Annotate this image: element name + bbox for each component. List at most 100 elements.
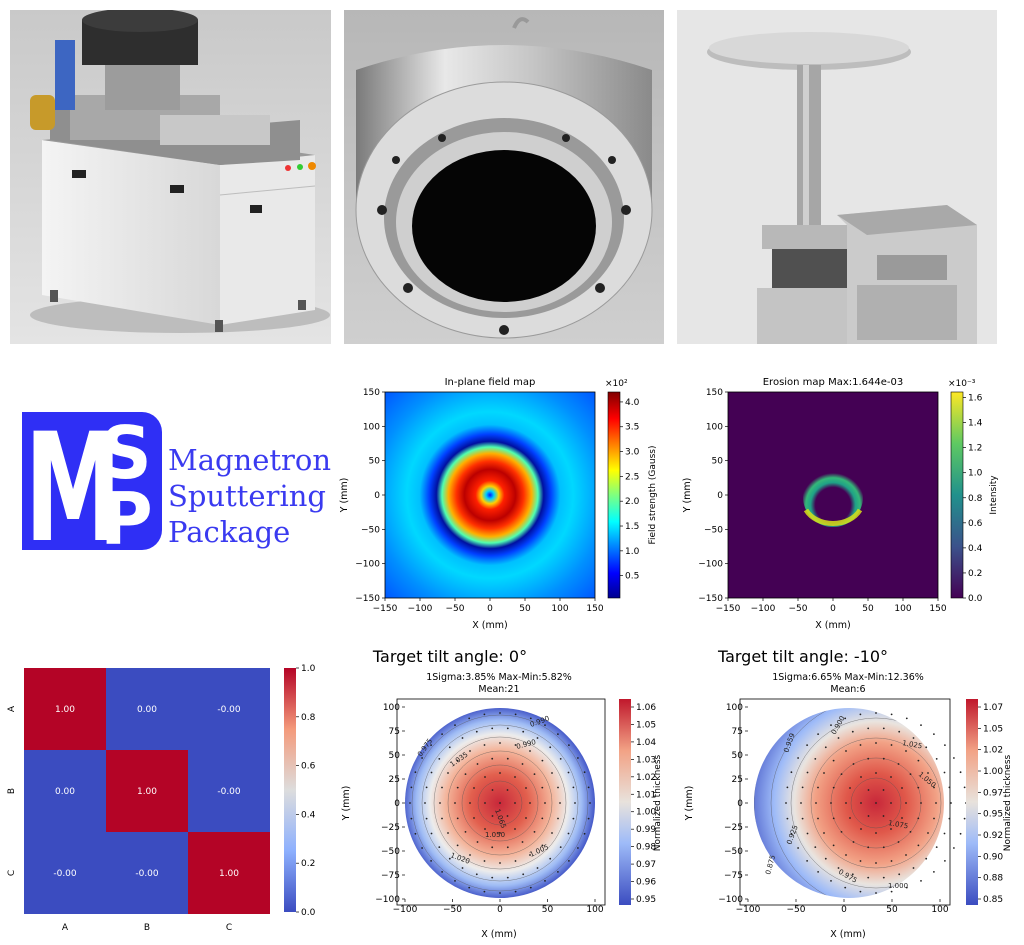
x-tick-label: −100 (408, 604, 433, 614)
sample-point (541, 817, 544, 820)
logo-letter-p: P (100, 477, 153, 550)
colorbar-tick-label: 1.0 (625, 547, 640, 557)
colorbar-tick-label: 0.4 (968, 544, 983, 554)
sample-point (806, 771, 809, 774)
sample-point (557, 733, 559, 735)
sample-point (438, 758, 441, 760)
sample-point (912, 737, 915, 739)
colorbar-tick-label: 2.5 (625, 472, 639, 482)
sample-point (522, 873, 525, 876)
x-tick-label: 50 (542, 905, 554, 915)
sample-point (860, 828, 862, 830)
sample-point (917, 844, 920, 847)
sample-point (557, 817, 559, 820)
sample-point (817, 817, 819, 820)
sample-point (589, 802, 591, 804)
sample-point (491, 727, 494, 730)
logo-line-3: Package (168, 515, 291, 549)
sample-point (933, 733, 935, 735)
sample-point (801, 817, 804, 820)
x-tick-label: −150 (716, 604, 741, 614)
sample-point (837, 867, 840, 869)
logo-line-1: Magnetron (168, 443, 332, 477)
sample-point (484, 776, 486, 778)
matrix-cell (24, 832, 106, 914)
sample-point (476, 763, 479, 765)
sample-point (447, 772, 449, 774)
y-tick-label: 150 (706, 388, 723, 398)
sample-point (491, 846, 494, 849)
sample-point (849, 817, 851, 819)
colorbar-tick-label: 0.95 (636, 895, 656, 905)
y-tick-label: 75 (389, 727, 400, 737)
sample-point (920, 724, 922, 726)
colorbar-tick-label: 0.5 (625, 572, 639, 582)
sample-point (832, 759, 835, 762)
sample-point (559, 758, 562, 760)
field-map-chart: In-plane field map −150 −100 −50 0 50 100 150 1… (335, 370, 665, 635)
colorbar-tick-label: 1.03 (636, 755, 656, 765)
x-tick-label: 150 (586, 604, 603, 614)
sample-point (920, 880, 922, 882)
sample-point (830, 802, 832, 804)
sample-point (797, 757, 799, 759)
sample-point (867, 876, 870, 879)
sample-point (483, 890, 486, 893)
sample-point (529, 717, 532, 720)
colorbar-tick-label: 0.88 (983, 874, 1003, 884)
sample-point (824, 746, 827, 749)
matrix-cell-value: 0.00 (55, 787, 75, 797)
colorbar-tick-label: 0.99 (636, 825, 656, 835)
sample-point (832, 786, 835, 789)
sample-point (901, 817, 903, 819)
colorbar-tick-label: 0.2 (968, 569, 982, 579)
y-tick-label: −150 (355, 594, 380, 604)
sample-point (454, 802, 456, 804)
y-tick-label: 50 (389, 751, 401, 761)
sample-point (425, 786, 428, 789)
colorbar-tick-label: 0.8 (301, 713, 316, 723)
sample-point (917, 786, 920, 789)
sample-point (476, 841, 479, 843)
sample-point (898, 730, 901, 733)
sample-point (860, 776, 862, 778)
y-tick-label: −75 (381, 871, 400, 881)
thickness-0-stats: 1Sigma:3.85% Max-Min:5.82% (426, 672, 572, 683)
matrix-cell-value: 1.00 (219, 869, 239, 879)
colorbar-tick-label: 0.4 (301, 810, 316, 820)
colorbar-tick-label: 0.8 (968, 494, 983, 504)
sample-point (890, 776, 892, 778)
x-tick-label: 50 (862, 604, 874, 614)
sample-point (441, 786, 443, 789)
sample-point (421, 847, 423, 849)
sample-point (806, 832, 809, 835)
sample-point (475, 730, 478, 733)
sample-point (859, 860, 862, 862)
matrix-y-label: B (7, 788, 17, 794)
colorbar-tick-label: 1.02 (983, 746, 1003, 756)
sample-point (469, 802, 471, 804)
sample-point (832, 817, 835, 820)
sample-point (447, 832, 449, 834)
matrix-cell (24, 750, 106, 832)
sample-point (414, 771, 417, 774)
sample-point (491, 876, 494, 879)
colorbar-tick-label: 1.01 (636, 790, 656, 800)
y-tick-label: −50 (724, 847, 743, 857)
y-tick-label: −100 (698, 560, 723, 570)
colorbar-tick-label: 3.0 (625, 448, 640, 458)
sample-point (933, 786, 935, 789)
magnetron-head-photo (344, 10, 664, 344)
sample-point (875, 832, 877, 834)
matrix-x-label: B (144, 923, 150, 933)
x-tick-label: −50 (789, 604, 808, 614)
matrix-x-label: C (226, 923, 232, 933)
sample-point (917, 817, 920, 820)
contour-label: 1.025 (902, 739, 923, 750)
matrix-cell-value: -0.00 (135, 869, 159, 879)
erosion-map-chart: Erosion map Max:1.644e-03 −150 −100 −50 0 50… (678, 370, 1018, 635)
sample-point (461, 867, 464, 869)
y-tick-label: −50 (361, 525, 380, 535)
sample-point (953, 757, 955, 759)
matrix-y-label: A (7, 705, 17, 712)
